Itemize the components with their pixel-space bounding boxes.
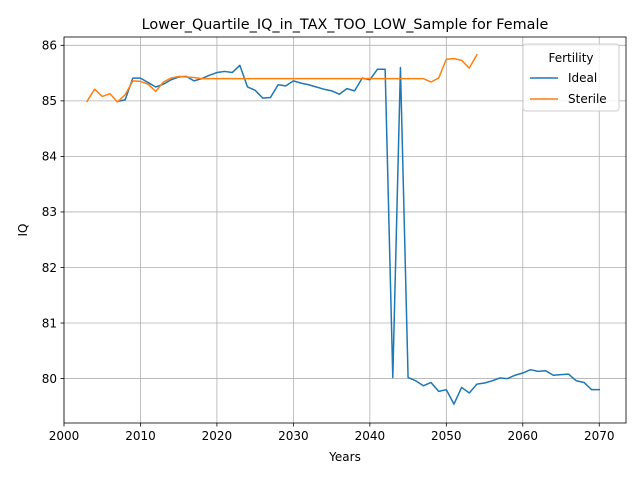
x-tick-label: 2030	[278, 429, 309, 443]
y-tick-label: 84	[42, 150, 57, 164]
x-tick-label: 2050	[431, 429, 462, 443]
x-axis-label: Years	[328, 450, 361, 464]
x-tick-label: 2020	[202, 429, 233, 443]
y-axis-ticks: 80 81 82 83 84 85 86	[42, 39, 64, 386]
y-tick-label: 86	[42, 39, 57, 53]
series-line-sterile	[85, 53, 478, 103]
legend-label-sterile: Sterile	[568, 92, 607, 106]
x-axis-ticks: 2000 2010 2020 2030 2040 2050 2060 2070	[49, 423, 615, 443]
legend-title: Fertility	[548, 51, 593, 65]
x-tick-label: 2040	[355, 429, 386, 443]
x-tick-label: 2000	[49, 429, 80, 443]
y-axis-label: IQ	[16, 224, 30, 237]
plot-area-frame	[63, 36, 627, 424]
chart-title: Lower_Quartile_IQ_in_TAX_TOO_LOW_Sample …	[142, 17, 549, 33]
y-tick-label: 81	[42, 316, 57, 330]
x-tick-label: 2010	[125, 429, 156, 443]
y-tick-label: 83	[42, 205, 57, 219]
legend-label-ideal: Ideal	[568, 71, 597, 85]
x-tick-label: 2070	[584, 429, 615, 443]
series-line-ideal	[116, 64, 600, 405]
y-tick-label: 82	[42, 261, 57, 275]
legend-box	[522, 43, 620, 112]
y-tick-label: 85	[42, 94, 57, 108]
legend: Fertility Ideal Sterile	[522, 43, 620, 112]
x-tick-label: 2060	[508, 429, 539, 443]
series-layer	[85, 53, 600, 405]
y-tick-label: 80	[42, 372, 57, 386]
